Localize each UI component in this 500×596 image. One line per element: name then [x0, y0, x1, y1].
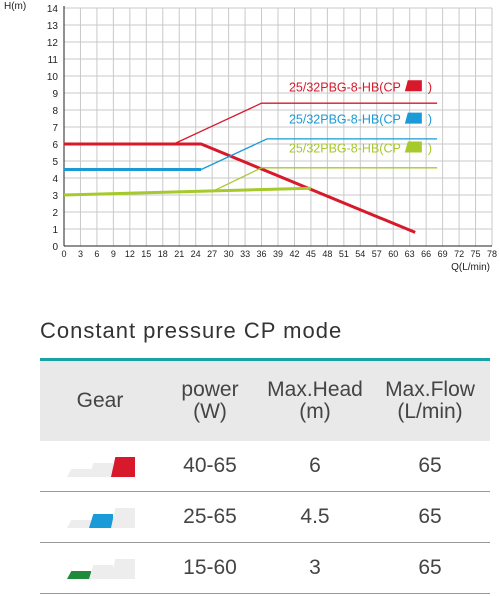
power-cell: 15-60 — [183, 556, 237, 579]
x-tick-label: 15 — [141, 249, 151, 259]
series-label-suffix: ) — [428, 113, 432, 127]
x-tick-label: 18 — [158, 249, 168, 259]
x-tick-label: 21 — [174, 249, 184, 259]
y-tick-label: 0 — [52, 242, 58, 253]
y-tick-label: 2 — [52, 208, 58, 219]
series-label: 25/32PBG-8-HB(CP — [289, 142, 401, 156]
series-curve — [63, 186, 311, 197]
series-guide-line — [211, 167, 438, 193]
series-label-suffix: ) — [428, 80, 432, 94]
power-cell: 40-65 — [183, 454, 237, 477]
x-tick-label: 24 — [191, 249, 201, 259]
x-tick-label: 33 — [240, 249, 250, 259]
x-tick-label: 6 — [94, 249, 99, 259]
series-label-suffix: ) — [428, 142, 432, 156]
max-head-cell: 6 — [309, 454, 321, 477]
x-tick-label: 69 — [438, 249, 448, 259]
x-tick-label: 12 — [125, 249, 135, 259]
y-tick-label: 6 — [52, 140, 58, 151]
x-tick-label: 45 — [306, 249, 316, 259]
x-tick-label: 51 — [339, 249, 349, 259]
y-tick-label: 8 — [52, 106, 58, 117]
gear-bar — [89, 463, 113, 477]
series-swatch-icon — [404, 112, 422, 124]
gear-bar — [67, 571, 91, 579]
x-tick-label: 30 — [224, 249, 234, 259]
pump-curve-chart: 0 3 6 9 12 15 18 21 24 27 30 33 36 39 42 45 48 51 54 57 60 63… — [4, 1, 497, 273]
gear-level-1-icon — [40, 557, 160, 579]
max-flow-cell: 65 — [418, 505, 442, 528]
series-swatch-icon — [404, 80, 422, 92]
y-tick-label: 13 — [47, 21, 59, 32]
y-tick-label: 1 — [52, 225, 58, 236]
x-tick-label: 48 — [322, 249, 332, 259]
y-tick-label: 9 — [52, 89, 58, 100]
gear-bar — [111, 559, 135, 579]
y-tick-label: 14 — [47, 4, 59, 15]
gear-cell — [40, 455, 160, 477]
series-swatch-icon — [404, 141, 422, 153]
x-tick-label: 63 — [405, 249, 415, 259]
header-gear: Gear — [76, 389, 124, 412]
table-row: 40-65 6 65 — [40, 441, 490, 492]
table-row: 25-65 4.5 65 — [40, 492, 490, 543]
x-tick-label: 54 — [355, 249, 365, 259]
gear-level-2-icon — [40, 506, 160, 528]
power-cell: 25-65 — [183, 505, 237, 528]
x-tick-label: 75 — [471, 249, 481, 259]
x-axis-label: Q(L/min) — [451, 262, 490, 273]
x-tick-label: 0 — [61, 249, 66, 259]
gear-bar — [111, 457, 135, 477]
x-tick-label: 66 — [421, 249, 431, 259]
x-tick-label: 60 — [388, 249, 398, 259]
header-power: power (W) — [181, 378, 239, 423]
x-tick-label: 3 — [78, 249, 83, 259]
x-tick-label: 78 — [487, 249, 497, 259]
max-head-cell: 4.5 — [300, 505, 330, 528]
cp-mode-table: Gear power (W) Max.Head (m) Max.Flow (L/min… — [40, 358, 490, 594]
gear-level-3-icon — [40, 455, 160, 477]
y-tick-label: 5 — [52, 157, 58, 168]
series-curve — [64, 142, 416, 234]
gear-bar — [89, 514, 113, 528]
y-tick-label: 3 — [52, 191, 58, 202]
gear-cell — [40, 506, 160, 528]
section-title: Constant pressure CP mode — [40, 318, 343, 343]
gear-bar — [89, 565, 113, 579]
gear-cell — [40, 557, 160, 579]
max-head-cell: 3 — [309, 556, 321, 579]
x-tick-label: 57 — [372, 249, 382, 259]
x-tick-label: 27 — [207, 249, 217, 259]
y-axis-label: H(m) — [4, 1, 26, 12]
series-guide-line — [200, 138, 438, 171]
table-row: 15-60 3 65 — [40, 543, 490, 594]
series-label: 25/32PBG-8-HB(CP — [289, 80, 401, 94]
gear-bar — [67, 469, 91, 477]
max-flow-cell: 65 — [418, 454, 442, 477]
y-tick-label: 7 — [52, 123, 58, 134]
y-tick-label: 10 — [47, 72, 59, 83]
x-tick-label: 42 — [289, 249, 299, 259]
y-tick-label: 4 — [52, 174, 58, 185]
x-tick-label: 9 — [111, 249, 116, 259]
series-guide-line — [173, 102, 438, 145]
x-tick-label: 36 — [257, 249, 267, 259]
max-flow-cell: 65 — [418, 556, 442, 579]
gear-bar — [67, 520, 91, 528]
x-tick-label: 39 — [273, 249, 283, 259]
y-tick-label: 11 — [48, 55, 59, 66]
header-max-flow: Max.Flow (L/min) — [385, 378, 475, 423]
header-max-head: Max.Head (m) — [267, 378, 363, 423]
series-label: 25/32PBG-8-HB(CP — [289, 113, 401, 127]
table-header: Gear power (W) Max.Head (m) Max.Flow (L/min… — [40, 361, 490, 441]
gear-bar — [111, 508, 135, 528]
x-tick-label: 72 — [454, 249, 464, 259]
y-tick-label: 12 — [47, 38, 59, 49]
